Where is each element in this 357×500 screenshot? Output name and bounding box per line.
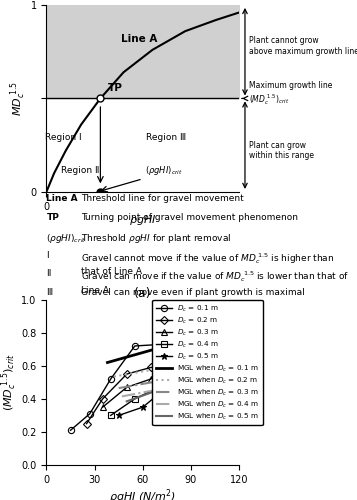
Text: Maximum growth line
$(MD_c^{\ 1.5})_{crit}$: Maximum growth line $(MD_c^{\ 1.5})_{cri… (249, 81, 332, 107)
$D_c$ = 0.1 m (173, 340, 177, 345)
$D_c$ = 0.2 m (125, 371, 129, 377)
Legend: $D_c$ = 0.1 m, $D_c$ = 0.2 m, $D_c$ = 0.3 m, $D_c$ = 0.4 m, $D_c$ = 0.5 m, MGL w: $D_c$ = 0.1 m, $D_c$ = 0.2 m, $D_c$ = 0.… (152, 300, 263, 426)
MGL when $D_c$ = 0.4 m (173, 384, 177, 390)
Text: Region Ⅲ: Region Ⅲ (146, 132, 186, 141)
$D_c$ = 0.1 m (88, 411, 92, 417)
$D_c$ = 0.3 m (125, 384, 129, 390)
Text: TP: TP (108, 83, 123, 93)
Text: Ⅲ: Ⅲ (46, 288, 52, 298)
Line: $D_c$ = 0.2 m: $D_c$ = 0.2 m (84, 362, 178, 427)
X-axis label: $\rho gHI$ (N/m$^2$): $\rho gHI$ (N/m$^2$) (109, 488, 176, 500)
$D_c$ = 0.4 m (133, 396, 137, 402)
Y-axis label: $MD_c^{\ 1.5}$: $MD_c^{\ 1.5}$ (8, 81, 28, 116)
MGL when $D_c$ = 0.2 m (173, 363, 177, 369)
Text: $(\rho gHI)_{crit}$: $(\rho gHI)_{crit}$ (46, 232, 87, 245)
Line: MGL when $D_c$ = 0.1 m: MGL when $D_c$ = 0.1 m (107, 344, 175, 362)
$D_c$ = 0.3 m (173, 363, 177, 369)
MGL when $D_c$ = 0.5 m (173, 381, 177, 387)
Text: $(\rho gHI)_{crit}$: $(\rho gHI)_{crit}$ (145, 164, 182, 177)
$D_c$ = 0.1 m (160, 342, 164, 347)
Line: MGL when $D_c$ = 0.2 m: MGL when $D_c$ = 0.2 m (114, 366, 175, 376)
Line: $D_c$ = 0.1 m: $D_c$ = 0.1 m (67, 340, 178, 434)
MGL when $D_c$ = 0.5 m (125, 398, 129, 404)
$D_c$ = 0.2 m (85, 420, 89, 426)
$D_c$ = 0.2 m (149, 364, 153, 370)
MGL when $D_c$ = 0.2 m (112, 374, 116, 380)
$D_c$ = 0.4 m (109, 412, 113, 418)
Text: Threshold line for gravel movement: Threshold line for gravel movement (81, 194, 244, 203)
MGL when $D_c$ = 0.1 m (173, 340, 177, 346)
Text: Line A: Line A (46, 194, 78, 203)
Text: Turning point of gravel movement phenomenon: Turning point of gravel movement phenome… (81, 213, 298, 222)
$D_c$ = 0.1 m (109, 376, 113, 382)
Text: Gravel can move even if plant growth is maximal: Gravel can move even if plant growth is … (81, 288, 305, 298)
Line: $D_c$ = 0.3 m: $D_c$ = 0.3 m (100, 362, 178, 410)
MGL when $D_c$ = 0.4 m (120, 394, 124, 400)
$D_c$ = 0.5 m (165, 384, 169, 390)
MGL when $D_c$ = 0.3 m (116, 385, 121, 391)
Text: Region Ⅱ: Region Ⅱ (61, 166, 99, 175)
$D_c$ = 0.4 m (173, 370, 177, 376)
MGL when $D_c$ = 0.3 m (173, 375, 177, 381)
$D_c$ = 0.5 m (116, 412, 121, 418)
Y-axis label: $(MD_c^{\ 1.5})_{crit}$: $(MD_c^{\ 1.5})_{crit}$ (0, 354, 19, 412)
$D_c$ = 0.2 m (173, 363, 177, 369)
$D_c$ = 0.1 m (133, 343, 137, 349)
MGL when $D_c$ = 0.1 m (105, 360, 110, 366)
$D_c$ = 0.4 m (157, 384, 161, 390)
Text: Ⅱ: Ⅱ (46, 270, 51, 278)
Text: (a): (a) (134, 286, 152, 300)
$D_c$ = 0.2 m (101, 396, 105, 402)
Text: Region I: Region I (45, 132, 82, 141)
Text: Gravel can move if the value of $MD_c^{\ 1.5}$ is lower than that of Line A: Gravel can move if the value of $MD_c^{\… (81, 270, 349, 295)
Line: MGL when $D_c$ = 0.4 m: MGL when $D_c$ = 0.4 m (122, 386, 175, 396)
Text: Plant cannot grow
above maximum growth line: Plant cannot grow above maximum growth l… (249, 36, 357, 56)
Text: Threshold $\rho gHI$ for plant removal: Threshold $\rho gHI$ for plant removal (81, 232, 231, 245)
Text: Gravel cannot move if the value of $MD_c^{\ 1.5}$ is higher than that of Line A: Gravel cannot move if the value of $MD_c… (81, 250, 335, 276)
X-axis label: $\rho gHI$: $\rho gHI$ (129, 213, 156, 227)
Text: Plant can grow
within this range: Plant can grow within this range (249, 141, 314, 161)
$D_c$ = 0.5 m (173, 381, 177, 387)
$D_c$ = 0.1 m (69, 428, 73, 434)
Line: MGL when $D_c$ = 0.3 m: MGL when $D_c$ = 0.3 m (119, 378, 175, 388)
Text: Line A: Line A (121, 34, 157, 44)
$D_c$ = 0.3 m (101, 404, 105, 410)
$D_c$ = 0.3 m (149, 376, 153, 382)
Text: I: I (46, 250, 49, 260)
Line: $D_c$ = 0.5 m: $D_c$ = 0.5 m (116, 381, 178, 418)
Line: MGL when $D_c$ = 0.5 m: MGL when $D_c$ = 0.5 m (127, 384, 175, 402)
$D_c$ = 0.5 m (141, 404, 145, 410)
Line: $D_c$ = 0.4 m: $D_c$ = 0.4 m (107, 370, 178, 418)
Text: TP: TP (46, 213, 59, 222)
